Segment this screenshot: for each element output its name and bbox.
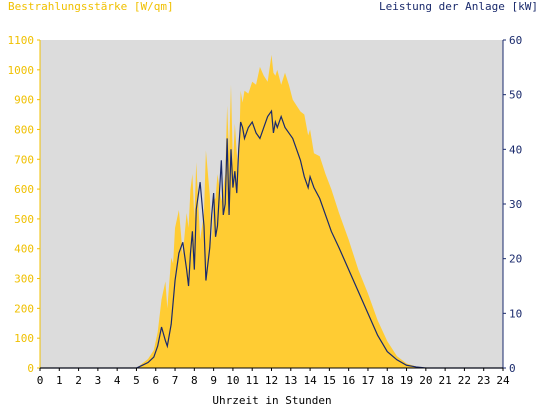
left-tick-label: 200 — [14, 302, 34, 315]
x-axis-label: Uhrzeit in Stunden — [212, 394, 332, 407]
x-tick-label: 10 — [226, 374, 239, 387]
x-tick-label: 12 — [265, 374, 278, 387]
x-tick-label: 17 — [361, 374, 374, 387]
x-tick-label: 2 — [75, 374, 82, 387]
x-tick-label: 24 — [496, 374, 510, 387]
right-tick-label: 50 — [509, 89, 522, 102]
x-tick-label: 18 — [381, 374, 394, 387]
x-tick-label: 16 — [342, 374, 355, 387]
x-tick-label: 6 — [152, 374, 159, 387]
left-axis-title: Bestrahlungsstärke [W/qm] — [8, 0, 174, 13]
left-tick-label: 1100 — [8, 34, 35, 47]
x-tick-label: 9 — [210, 374, 217, 387]
x-tick-label: 22 — [458, 374, 471, 387]
right-tick-label: 40 — [509, 143, 522, 156]
x-tick-label: 13 — [284, 374, 297, 387]
x-tick-label: 7 — [172, 374, 179, 387]
x-tick-label: 3 — [95, 374, 102, 387]
x-tick-label: 1 — [56, 374, 63, 387]
right-axis-title: Leistung der Anlage [kW] — [379, 0, 538, 13]
left-tick-label: 500 — [14, 213, 34, 226]
series-layer — [40, 54, 504, 369]
left-tick-label: 0 — [27, 362, 34, 375]
x-tick-label: 5 — [133, 374, 140, 387]
axes-layer: 0100200300400500600700800900100011000102… — [8, 34, 523, 387]
right-tick-label: 30 — [509, 198, 522, 211]
left-tick-label: 600 — [14, 183, 34, 196]
left-tick-label: 100 — [14, 332, 34, 345]
left-tick-label: 300 — [14, 273, 34, 286]
x-tick-label: 23 — [477, 374, 490, 387]
left-tick-label: 1000 — [8, 64, 35, 77]
left-tick-label: 400 — [14, 243, 34, 256]
irradiance-area — [136, 54, 504, 368]
right-tick-label: 0 — [509, 362, 516, 375]
x-tick-label: 19 — [400, 374, 413, 387]
right-tick-label: 10 — [509, 307, 522, 320]
right-tick-label: 60 — [509, 34, 522, 47]
x-tick-label: 21 — [439, 374, 452, 387]
left-tick-label: 700 — [14, 153, 34, 166]
x-tick-label: 14 — [303, 374, 317, 387]
x-tick-label: 15 — [323, 374, 336, 387]
x-tick-label: 8 — [191, 374, 198, 387]
power-line — [40, 109, 503, 369]
x-tick-label: 0 — [37, 374, 44, 387]
left-tick-label: 800 — [14, 123, 34, 136]
x-tick-label: 4 — [114, 374, 121, 387]
x-tick-label: 20 — [419, 374, 432, 387]
left-tick-label: 900 — [14, 94, 34, 107]
x-tick-label: 11 — [246, 374, 259, 387]
right-tick-label: 20 — [509, 253, 522, 266]
